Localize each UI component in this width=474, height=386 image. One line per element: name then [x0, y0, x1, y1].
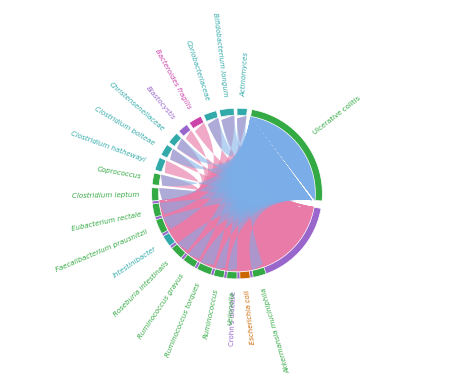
Polygon shape	[159, 117, 315, 200]
Text: Christensenellaceae: Christensenellaceae	[108, 81, 165, 132]
Polygon shape	[237, 115, 315, 200]
Polygon shape	[159, 200, 314, 272]
Polygon shape	[159, 138, 314, 272]
Polygon shape	[169, 133, 182, 146]
Polygon shape	[161, 145, 173, 158]
Polygon shape	[159, 115, 314, 272]
Text: Ruminococcus torques: Ruminococcus torques	[165, 282, 202, 358]
Polygon shape	[159, 200, 314, 272]
Polygon shape	[213, 269, 225, 278]
Polygon shape	[172, 244, 186, 258]
Polygon shape	[159, 199, 314, 272]
Text: Ruminococcus: Ruminococcus	[203, 288, 219, 339]
Polygon shape	[163, 233, 175, 246]
Polygon shape	[227, 271, 237, 279]
Text: Veilonella: Veilonella	[227, 291, 235, 325]
Text: Faecalibacterium prausnitzii: Faecalibacterium prausnitzii	[55, 229, 148, 273]
Text: Clostridium bolteae: Clostridium bolteae	[93, 105, 155, 146]
Text: Bifidobacterium longum: Bifidobacterium longum	[212, 12, 228, 97]
Polygon shape	[246, 117, 315, 271]
Polygon shape	[215, 117, 315, 271]
Text: Coprococcus: Coprococcus	[97, 166, 142, 179]
Text: Coriobacteriaceae: Coriobacteriaceae	[184, 39, 210, 102]
Polygon shape	[159, 118, 314, 272]
Text: Blastocystis: Blastocystis	[146, 85, 177, 121]
Text: Escherichia coli: Escherichia coli	[244, 290, 256, 345]
Polygon shape	[174, 117, 315, 200]
Polygon shape	[159, 188, 314, 272]
Polygon shape	[197, 263, 213, 275]
Polygon shape	[183, 254, 198, 267]
Text: Clostridium hathewayi: Clostridium hathewayi	[70, 130, 146, 163]
Polygon shape	[252, 267, 266, 278]
Polygon shape	[228, 117, 315, 272]
Text: Akkermansia muciniphila: Akkermansia muciniphila	[261, 286, 291, 373]
Polygon shape	[251, 110, 322, 201]
Polygon shape	[152, 188, 159, 201]
Text: Ruminococcus gravus: Ruminococcus gravus	[137, 273, 185, 340]
Polygon shape	[179, 125, 191, 136]
Polygon shape	[206, 117, 315, 200]
Text: Ulcerative colitis: Ulcerative colitis	[312, 95, 362, 136]
Polygon shape	[159, 200, 314, 272]
Polygon shape	[152, 203, 162, 217]
Text: Eubacterium rectale: Eubacterium rectale	[72, 211, 142, 232]
Polygon shape	[167, 117, 315, 200]
Polygon shape	[188, 117, 315, 261]
Polygon shape	[159, 123, 314, 272]
Text: Roseburia intestinalis: Roseburia intestinalis	[112, 260, 170, 318]
Polygon shape	[152, 200, 321, 279]
Polygon shape	[237, 108, 247, 116]
Polygon shape	[159, 200, 314, 272]
Polygon shape	[155, 157, 166, 172]
Polygon shape	[159, 174, 314, 272]
Polygon shape	[159, 200, 314, 272]
Text: Actinomyces: Actinomyces	[241, 51, 250, 96]
Polygon shape	[159, 200, 314, 272]
Polygon shape	[159, 161, 314, 272]
Polygon shape	[159, 200, 314, 272]
Text: Clostridium leptum: Clostridium leptum	[72, 192, 140, 200]
Polygon shape	[189, 116, 204, 129]
Polygon shape	[159, 117, 315, 215]
Polygon shape	[152, 173, 161, 185]
Polygon shape	[159, 117, 315, 200]
Polygon shape	[159, 149, 314, 272]
Text: Crohn's disease: Crohn's disease	[228, 291, 237, 346]
Polygon shape	[240, 271, 250, 279]
Polygon shape	[159, 130, 314, 272]
Polygon shape	[163, 117, 315, 230]
Text: Intestinibacter: Intestinibacter	[112, 245, 158, 279]
Polygon shape	[219, 108, 234, 117]
Polygon shape	[200, 117, 315, 268]
Text: Bacteroides fragilis: Bacteroides fragilis	[155, 48, 192, 110]
Polygon shape	[177, 117, 315, 253]
Polygon shape	[156, 218, 168, 234]
Polygon shape	[159, 198, 314, 272]
Polygon shape	[221, 115, 315, 200]
Polygon shape	[159, 200, 314, 272]
Polygon shape	[204, 111, 218, 122]
Polygon shape	[159, 115, 314, 272]
